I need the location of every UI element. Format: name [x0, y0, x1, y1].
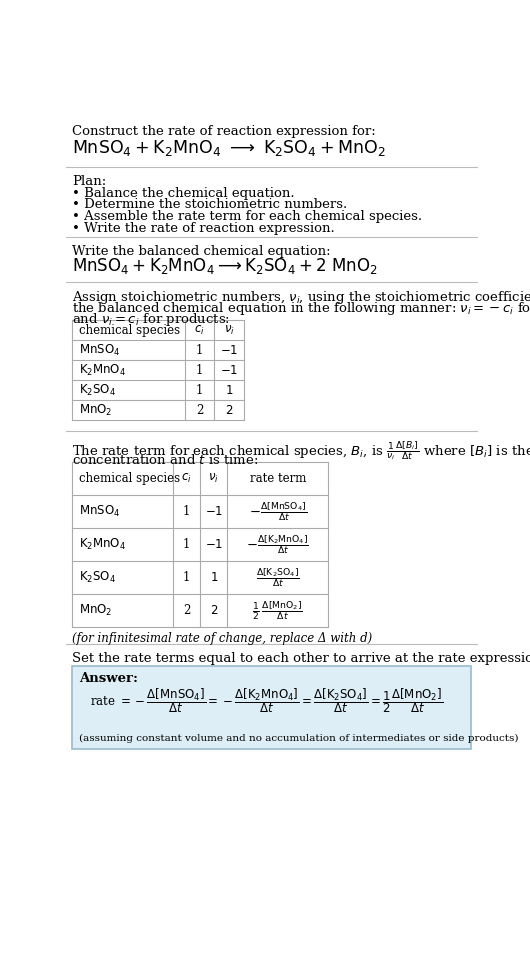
Text: $c_i$: $c_i$	[181, 471, 192, 485]
Text: Answer:: Answer:	[78, 672, 138, 685]
Text: 2: 2	[183, 605, 190, 617]
Text: $\mathregular{MnSO_4 + K_2MnO_4}$ $\mathregular{\longrightarrow}$ $\mathregular{: $\mathregular{MnSO_4 + K_2MnO_4}$ $\math…	[73, 137, 386, 158]
Text: rate $= -\dfrac{\Delta[\mathrm{MnSO_4}]}{\Delta t} = -\dfrac{\Delta[\mathrm{K_2M: rate $= -\dfrac{\Delta[\mathrm{MnSO_4}]}…	[90, 686, 443, 714]
Text: 1: 1	[196, 344, 203, 357]
Text: $\mathrm{K_2SO_4}$: $\mathrm{K_2SO_4}$	[78, 382, 116, 398]
Text: $\mathrm{K_2SO_4}$: $\mathrm{K_2SO_4}$	[78, 570, 116, 585]
Text: 1: 1	[183, 538, 190, 551]
Text: 1: 1	[183, 571, 190, 584]
Text: $\nu_i$: $\nu_i$	[224, 323, 234, 337]
Text: Construct the rate of reaction expression for:: Construct the rate of reaction expressio…	[73, 125, 376, 138]
Text: $-\frac{\Delta[\mathrm{MnSO_4}]}{\Delta t}$: $-\frac{\Delta[\mathrm{MnSO_4}]}{\Delta …	[249, 500, 307, 523]
Text: • Balance the chemical equation.: • Balance the chemical equation.	[73, 187, 295, 200]
Text: $-\frac{\Delta[\mathrm{K_2MnO_4}]}{\Delta t}$: $-\frac{\Delta[\mathrm{K_2MnO_4}]}{\Delt…	[246, 533, 310, 556]
Text: $-1$: $-1$	[205, 505, 223, 518]
Text: 1: 1	[183, 505, 190, 518]
Text: $\mathrm{MnSO_4}$: $\mathrm{MnSO_4}$	[78, 504, 120, 519]
Text: $\mathrm{MnO_2}$: $\mathrm{MnO_2}$	[78, 604, 112, 618]
Text: $\mathrm{MnO_2}$: $\mathrm{MnO_2}$	[78, 403, 112, 417]
Text: Write the balanced chemical equation:: Write the balanced chemical equation:	[73, 245, 331, 258]
Text: (for infinitesimal rate of change, replace Δ with d): (for infinitesimal rate of change, repla…	[73, 632, 373, 645]
Text: Plan:: Plan:	[73, 174, 107, 187]
Text: $1$: $1$	[225, 384, 233, 397]
Text: $\mathrm{K_2MnO_4}$: $\mathrm{K_2MnO_4}$	[78, 537, 126, 552]
Text: 2: 2	[196, 404, 203, 416]
Text: and $\nu_i = c_i$ for products:: and $\nu_i = c_i$ for products:	[73, 311, 231, 328]
Text: 1: 1	[196, 384, 203, 397]
Text: $-1$: $-1$	[205, 538, 223, 551]
Text: • Assemble the rate term for each chemical species.: • Assemble the rate term for each chemic…	[73, 210, 422, 223]
Text: $\mathrm{MnSO_4}$: $\mathrm{MnSO_4}$	[78, 343, 120, 358]
Text: Assign stoichiometric numbers, $\nu_i$, using the stoichiometric coefficients, $: Assign stoichiometric numbers, $\nu_i$, …	[73, 289, 530, 307]
Text: $\nu_i$: $\nu_i$	[208, 471, 219, 485]
Text: (assuming constant volume and no accumulation of intermediates or side products): (assuming constant volume and no accumul…	[78, 734, 518, 743]
Text: $\frac{1}{2}\,\frac{\Delta[\mathrm{MnO_2}]}{\Delta t}$: $\frac{1}{2}\,\frac{\Delta[\mathrm{MnO_2…	[252, 600, 303, 622]
Text: chemical species: chemical species	[78, 323, 180, 336]
Text: chemical species: chemical species	[78, 471, 180, 485]
Text: $2$: $2$	[210, 605, 218, 617]
Text: Set the rate terms equal to each other to arrive at the rate expression:: Set the rate terms equal to each other t…	[73, 652, 530, 665]
Text: • Write the rate of reaction expression.: • Write the rate of reaction expression.	[73, 221, 335, 234]
Text: 1: 1	[196, 364, 203, 376]
Text: The rate term for each chemical species, $B_i$, is $\frac{1}{\nu_i}\frac{\Delta[: The rate term for each chemical species,…	[73, 439, 530, 462]
Text: rate term: rate term	[250, 471, 306, 485]
Text: $c_i$: $c_i$	[194, 323, 205, 337]
Text: $1$: $1$	[210, 571, 218, 584]
Text: $\mathregular{MnSO_4 + K_2MnO_4 \longrightarrow K_2SO_4 + 2\ MnO_2}$: $\mathregular{MnSO_4 + K_2MnO_4 \longrig…	[73, 256, 378, 276]
FancyBboxPatch shape	[73, 665, 471, 749]
Text: $\mathrm{K_2MnO_4}$: $\mathrm{K_2MnO_4}$	[78, 363, 126, 377]
Text: the balanced chemical equation in the following manner: $\nu_i = -c_i$ for react: the balanced chemical equation in the fo…	[73, 300, 530, 318]
Text: • Determine the stoichiometric numbers.: • Determine the stoichiometric numbers.	[73, 198, 348, 212]
Text: $-1$: $-1$	[220, 364, 238, 376]
Text: $\frac{\Delta[\mathrm{K_2SO_4}]}{\Delta t}$: $\frac{\Delta[\mathrm{K_2SO_4}]}{\Delta …	[256, 566, 299, 589]
Text: $2$: $2$	[225, 404, 233, 416]
Text: concentration and $t$ is time:: concentration and $t$ is time:	[73, 453, 259, 466]
Text: $-1$: $-1$	[220, 344, 238, 357]
